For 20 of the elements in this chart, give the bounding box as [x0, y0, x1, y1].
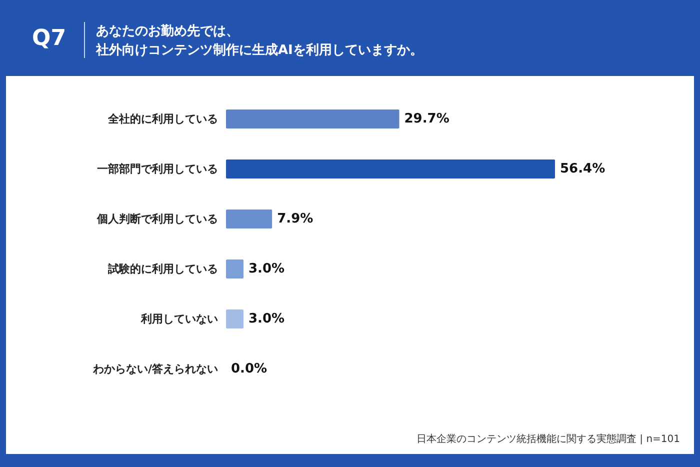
y-tick-label: 試験的に利用している — [107, 262, 218, 276]
bar — [226, 260, 244, 278]
chart-subtitle: あなたのお勤め先では、社外向けコンテンツ制作に生成AIを利用していますか。 — [96, 23, 423, 60]
text: Q7 — [32, 26, 66, 51]
y-tick-label: 個人判断で利用している — [96, 212, 218, 226]
data-label: 56.4% — [560, 162, 606, 176]
bar — [226, 160, 555, 178]
bar — [226, 310, 244, 328]
data-label: 3.0% — [248, 312, 285, 326]
data-label: 29.7% — [404, 112, 450, 126]
data-label: 0.0% — [231, 362, 268, 376]
y-tick-label: 全社的に利用している — [107, 112, 218, 126]
y-tick-label: 利用していない — [140, 312, 218, 326]
y-tick-label: わからない/答えられない — [92, 362, 218, 376]
data-label: 3.0% — [248, 262, 285, 276]
text: 日本企業のコンテンツ統括機能に関する実態調査 | n=101 — [416, 432, 680, 446]
data-label: 7.9% — [277, 212, 314, 226]
bar — [226, 210, 272, 228]
bar — [226, 110, 400, 128]
y-tick-label: 一部部門で利用している — [97, 162, 218, 176]
